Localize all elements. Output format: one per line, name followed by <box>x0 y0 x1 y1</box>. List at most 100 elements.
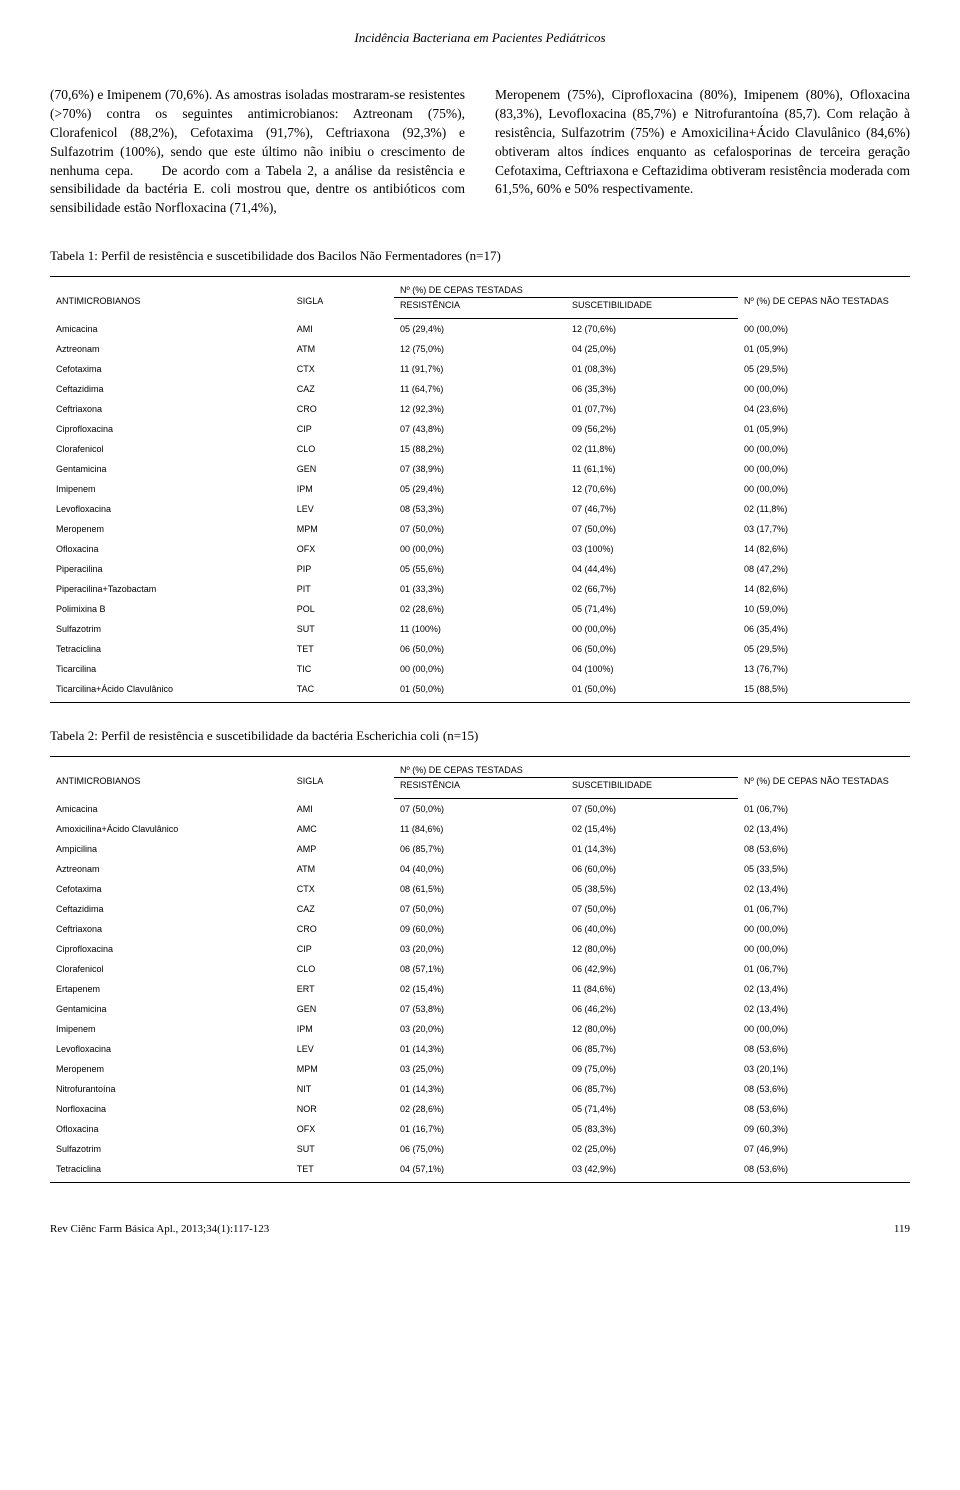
cell-sig: IPM <box>291 479 394 499</box>
cell-res: 15 (88,2%) <box>394 439 566 459</box>
cell-res: 03 (20,0%) <box>394 1019 566 1039</box>
cell-not: 08 (53,6%) <box>738 1159 910 1183</box>
cell-sus: 02 (66,7%) <box>566 579 738 599</box>
cell-name: Tetraciclina <box>50 639 291 659</box>
th-antimicrobianos: ANTIMICROBIANOS <box>50 757 291 799</box>
cell-sus: 02 (15,4%) <box>566 819 738 839</box>
table-row: LevofloxacinaLEV08 (53,3%)07 (46,7%)02 (… <box>50 499 910 519</box>
cell-sus: 03 (100%) <box>566 539 738 559</box>
table-row: CeftazidimaCAZ11 (64,7%)06 (35,3%)00 (00… <box>50 379 910 399</box>
table-row: CiprofloxacinaCIP07 (43,8%)09 (56,2%)01 … <box>50 419 910 439</box>
cell-sig: CIP <box>291 419 394 439</box>
cell-name: Ampicilina <box>50 839 291 859</box>
cell-sig: CAZ <box>291 899 394 919</box>
cell-res: 11 (91,7%) <box>394 359 566 379</box>
cell-res: 05 (29,4%) <box>394 319 566 340</box>
cell-name: Cefotaxima <box>50 359 291 379</box>
cell-sig: CTX <box>291 879 394 899</box>
cell-res: 03 (25,0%) <box>394 1059 566 1079</box>
cell-sig: MPM <box>291 1059 394 1079</box>
cell-res: 04 (57,1%) <box>394 1159 566 1183</box>
cell-sig: NIT <box>291 1079 394 1099</box>
cell-sig: SUT <box>291 619 394 639</box>
table-row: OfloxacinaOFX01 (16,7%)05 (83,3%)09 (60,… <box>50 1119 910 1139</box>
cell-not: 07 (46,9%) <box>738 1139 910 1159</box>
cell-name: Polimixina B <box>50 599 291 619</box>
cell-res: 11 (64,7%) <box>394 379 566 399</box>
cell-sus: 12 (70,6%) <box>566 319 738 340</box>
cell-sig: GEN <box>291 459 394 479</box>
cell-name: Ciprofloxacina <box>50 419 291 439</box>
cell-res: 05 (29,4%) <box>394 479 566 499</box>
table-row: ClorafenicolCLO15 (88,2%)02 (11,8%)00 (0… <box>50 439 910 459</box>
cell-sig: ATM <box>291 339 394 359</box>
cell-res: 01 (14,3%) <box>394 1039 566 1059</box>
cell-not: 04 (23,6%) <box>738 399 910 419</box>
cell-name: Ceftriaxona <box>50 919 291 939</box>
cell-not: 14 (82,6%) <box>738 579 910 599</box>
th-suscetibilidade: SUSCETIBILIDADE <box>566 298 738 319</box>
cell-sig: TAC <box>291 679 394 703</box>
cell-name: Imipenem <box>50 479 291 499</box>
cell-name: Sulfazotrim <box>50 1139 291 1159</box>
cell-name: Amicacina <box>50 799 291 820</box>
cell-name: Cefotaxima <box>50 879 291 899</box>
cell-name: Ceftazidima <box>50 899 291 919</box>
cell-res: 11 (100%) <box>394 619 566 639</box>
cell-res: 01 (33,3%) <box>394 579 566 599</box>
page-footer: Rev Ciênc Farm Básica Apl., 2013;34(1):1… <box>50 1223 910 1235</box>
cell-sig: TIC <box>291 659 394 679</box>
cell-not: 02 (13,4%) <box>738 879 910 899</box>
cell-name: Ceftriaxona <box>50 399 291 419</box>
cell-sig: LEV <box>291 499 394 519</box>
cell-name: Meropenem <box>50 1059 291 1079</box>
running-header: Incidência Bacteriana em Pacientes Pediá… <box>50 30 910 46</box>
cell-sus: 01 (07,7%) <box>566 399 738 419</box>
table-row: Ticarcilina+Ácido ClavulânicoTAC01 (50,0… <box>50 679 910 703</box>
cell-sus: 03 (42,9%) <box>566 1159 738 1183</box>
th-resistencia: RESISTÊNCIA <box>394 298 566 319</box>
cell-sig: PIP <box>291 559 394 579</box>
th-sigla: SIGLA <box>291 757 394 799</box>
cell-sig: GEN <box>291 999 394 1019</box>
cell-sig: TET <box>291 1159 394 1183</box>
cell-not: 00 (00,0%) <box>738 459 910 479</box>
cell-name: Ofloxacina <box>50 1119 291 1139</box>
cell-res: 07 (50,0%) <box>394 899 566 919</box>
cell-name: Ofloxacina <box>50 539 291 559</box>
cell-sus: 05 (71,4%) <box>566 599 738 619</box>
body-text: (70,6%) e Imipenem (70,6%). As amostras … <box>50 86 910 218</box>
cell-sig: TET <box>291 639 394 659</box>
cell-not: 08 (53,6%) <box>738 1099 910 1119</box>
cell-not: 10 (59,0%) <box>738 599 910 619</box>
cell-res: 08 (53,3%) <box>394 499 566 519</box>
cell-sus: 06 (85,7%) <box>566 1039 738 1059</box>
cell-sus: 04 (100%) <box>566 659 738 679</box>
table-row: CiprofloxacinaCIP03 (20,0%)12 (80,0%)00 … <box>50 939 910 959</box>
cell-sus: 09 (75,0%) <box>566 1059 738 1079</box>
th-resistencia: RESISTÊNCIA <box>394 778 566 799</box>
table-row: ImipenemIPM05 (29,4%)12 (70,6%)00 (00,0%… <box>50 479 910 499</box>
cell-sig: OFX <box>291 539 394 559</box>
table-row: SulfazotrimSUT06 (75,0%)02 (25,0%)07 (46… <box>50 1139 910 1159</box>
footer-citation: Rev Ciênc Farm Básica Apl., 2013;34(1):1… <box>50 1223 269 1235</box>
table-row: LevofloxacinaLEV01 (14,3%)06 (85,7%)08 (… <box>50 1039 910 1059</box>
table-row: GentamicinaGEN07 (38,9%)11 (61,1%)00 (00… <box>50 459 910 479</box>
cell-sig: MPM <box>291 519 394 539</box>
cell-not: 14 (82,6%) <box>738 539 910 559</box>
cell-not: 01 (06,7%) <box>738 899 910 919</box>
table1-caption: Tabela 1: Perfil de resistência e suscet… <box>50 248 910 264</box>
cell-res: 08 (61,5%) <box>394 879 566 899</box>
cell-sus: 12 (70,6%) <box>566 479 738 499</box>
cell-res: 03 (20,0%) <box>394 939 566 959</box>
cell-not: 01 (05,9%) <box>738 419 910 439</box>
cell-not: 08 (47,2%) <box>738 559 910 579</box>
cell-sus: 04 (25,0%) <box>566 339 738 359</box>
cell-sus: 06 (85,7%) <box>566 1079 738 1099</box>
cell-not: 03 (17,7%) <box>738 519 910 539</box>
cell-name: Ticarcilina <box>50 659 291 679</box>
cell-sig: POL <box>291 599 394 619</box>
cell-not: 09 (60,3%) <box>738 1119 910 1139</box>
cell-not: 02 (13,4%) <box>738 979 910 999</box>
cell-sig: ATM <box>291 859 394 879</box>
